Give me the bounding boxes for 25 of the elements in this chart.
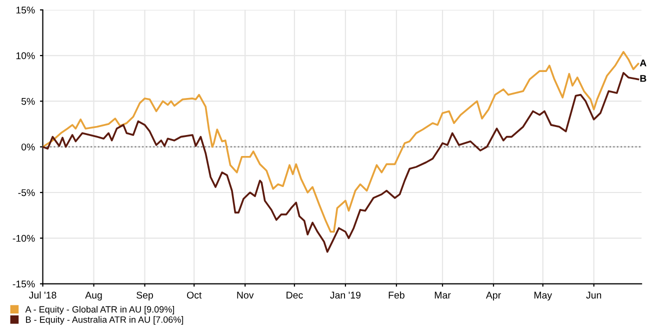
x-tick-label: Dec bbox=[286, 292, 303, 299]
x-tick-label: Sep bbox=[136, 292, 153, 300]
x-tick-label: Nov bbox=[237, 292, 254, 299]
x-tick-label: Jul '18 bbox=[29, 291, 56, 299]
y-tick-label: -10% bbox=[12, 234, 35, 242]
x-tick-label: Jun bbox=[586, 292, 602, 299]
y-tick-label: 15% bbox=[16, 6, 35, 14]
line-series bbox=[42, 72, 640, 253]
y-tick-label: 10% bbox=[16, 52, 35, 60]
annotation: A bbox=[640, 60, 646, 66]
x-tick-label: Mar bbox=[434, 292, 451, 299]
x-tick-label: May bbox=[534, 292, 552, 300]
y-tick-label: -15% bbox=[12, 280, 35, 288]
x-tick-label: Aug bbox=[85, 292, 102, 300]
line-series bbox=[42, 50, 640, 233]
x-tick-label: Feb bbox=[388, 291, 404, 299]
y-tick-label: -5% bbox=[18, 189, 35, 196]
y-tick-label: 0% bbox=[21, 144, 35, 150]
x-tick-label: Jan '19 bbox=[330, 292, 361, 299]
x-tick-label: Apr bbox=[486, 292, 501, 300]
annotation: B bbox=[640, 75, 646, 82]
legend-label: B - Equity - Australia ATR in AU [7.06%] bbox=[26, 316, 184, 325]
x-tick-label: Oct bbox=[187, 292, 202, 299]
legend-label: A - Equity - Global ATR in AU [9.09%] bbox=[25, 306, 174, 314]
y-tick-label: 5% bbox=[21, 98, 35, 105]
